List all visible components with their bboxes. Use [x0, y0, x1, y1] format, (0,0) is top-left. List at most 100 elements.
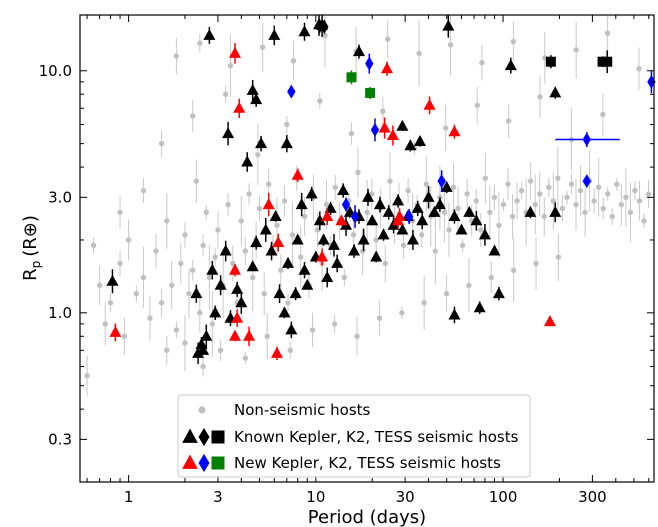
seismic-host-point — [416, 214, 429, 226]
seismic-host-point — [386, 129, 399, 141]
data-point — [591, 198, 597, 204]
seismic-host-point — [488, 244, 501, 256]
seismic-host-point — [455, 223, 468, 235]
data-point — [230, 260, 236, 267]
seismic-host-point — [320, 19, 329, 34]
seismic-layer — [106, 15, 656, 364]
seismic-host-point — [423, 98, 436, 110]
data-point — [200, 242, 206, 249]
data-point — [473, 198, 479, 204]
seismic-host-point — [291, 168, 304, 180]
seismic-host-point — [278, 306, 291, 318]
non-seismic-layer — [84, 15, 652, 396]
data-point — [246, 191, 252, 197]
data-point — [623, 194, 629, 201]
seismic-host-point — [250, 236, 263, 248]
data-point — [225, 201, 231, 208]
seismic-host-point — [269, 210, 282, 222]
data-point — [314, 227, 321, 233]
data-point — [505, 181, 511, 187]
y-tick-label: 1.0 — [48, 304, 72, 322]
data-point — [287, 347, 293, 354]
seismic-host-point — [265, 244, 278, 256]
seismic-host-point — [411, 201, 424, 213]
data-point — [537, 191, 543, 197]
seismic-host-point — [228, 329, 241, 341]
seismic-host-point — [246, 83, 259, 95]
data-point — [200, 363, 206, 370]
seismic-host-point — [233, 101, 246, 113]
data-point — [255, 152, 261, 158]
seismic-host-point — [392, 194, 405, 206]
seismic-host-point — [422, 190, 435, 202]
data-point — [190, 267, 196, 273]
data-point — [317, 98, 323, 104]
data-point — [331, 321, 338, 327]
data-point — [278, 267, 284, 273]
seismic-host-point — [396, 223, 409, 235]
data-point — [203, 209, 210, 216]
data-point — [102, 321, 108, 327]
data-point — [555, 175, 561, 181]
seismic-host-point — [197, 343, 210, 355]
data-point — [182, 232, 188, 238]
legend-marker — [211, 456, 225, 470]
data-point — [450, 184, 457, 191]
legend: Non-seismic hosts Known Kepler, K2, TESS … — [177, 394, 531, 478]
seismic-host-point — [396, 119, 409, 131]
data-point — [186, 290, 192, 297]
data-point — [636, 65, 642, 72]
seismic-host-point — [352, 45, 365, 57]
data-point — [107, 300, 114, 306]
seismic-host-point — [428, 205, 441, 217]
legend-marker — [198, 406, 206, 414]
seismic-host-point — [272, 236, 285, 248]
data-point — [140, 274, 147, 281]
seismic-host-point — [549, 86, 562, 98]
seismic-host-point — [437, 174, 446, 189]
data-point — [290, 58, 297, 64]
data-point — [265, 181, 272, 187]
seismic-host-point — [448, 125, 461, 137]
data-point — [478, 227, 484, 233]
seismic-host-point — [327, 238, 340, 250]
data-point — [437, 194, 443, 201]
data-point — [297, 254, 304, 260]
data-point — [618, 201, 625, 208]
x-tick-label: 3 — [213, 488, 223, 506]
seismic-host-point — [321, 210, 334, 222]
x-tick-label: 300 — [578, 488, 607, 506]
seismic-host-point — [378, 121, 391, 133]
seismic-host-point — [109, 325, 122, 337]
data-point — [322, 32, 328, 39]
seismic-host-point — [433, 198, 446, 210]
seismic-host-point — [228, 263, 241, 275]
x-axis-label: Period (days) — [308, 507, 426, 527]
seismic-host-point — [413, 135, 426, 147]
seismic-host-point — [106, 274, 119, 286]
data-point — [400, 242, 407, 249]
seismic-host-point — [350, 209, 360, 224]
seismic-host-point — [331, 256, 344, 268]
data-point — [227, 62, 234, 69]
data-point — [491, 194, 498, 201]
data-point — [487, 209, 493, 216]
seismic-host-point — [478, 228, 491, 240]
data-point — [164, 347, 170, 354]
data-point — [518, 187, 525, 194]
seismic-host-point — [298, 25, 311, 37]
legend-marker — [198, 453, 210, 473]
data-point — [559, 205, 566, 212]
seismic-host-point — [246, 260, 259, 272]
data-point — [249, 274, 256, 281]
data-point — [533, 260, 539, 267]
data-point — [178, 260, 184, 267]
data-point — [238, 218, 245, 224]
seismic-host-point — [370, 122, 380, 137]
data-point — [309, 327, 316, 333]
data-point — [441, 209, 448, 216]
data-point — [301, 213, 308, 220]
legend-label: New Kepler, K2, TESS seismic hosts — [234, 454, 501, 472]
seismic-host-point — [305, 187, 318, 199]
